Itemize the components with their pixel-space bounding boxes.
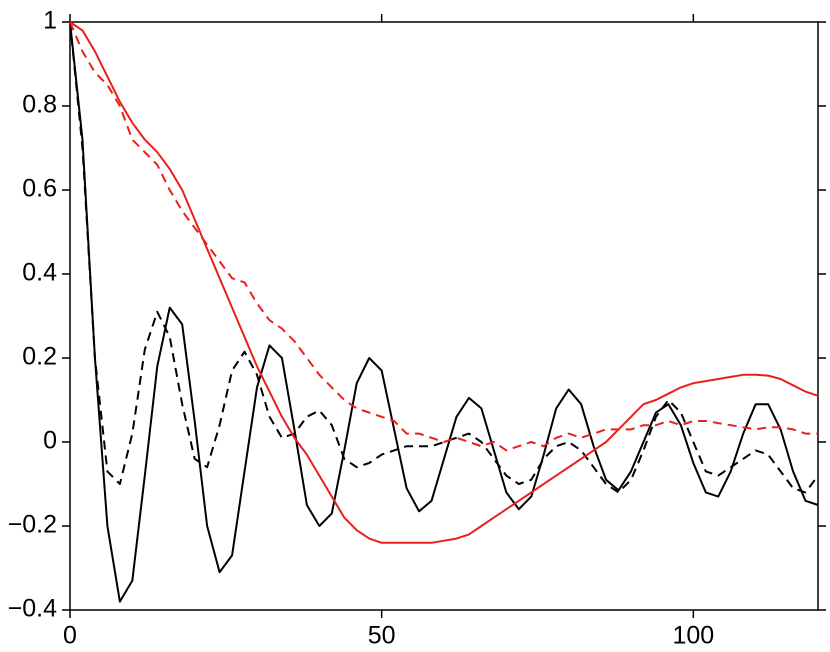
y-tick-label: 0.6 <box>22 175 57 203</box>
line-series <box>69 21 819 544</box>
y-tick-label: −0.4 <box>8 595 57 623</box>
x-tick-label: 50 <box>368 622 396 650</box>
x-tick-label: 0 <box>63 622 77 650</box>
line-series <box>69 21 819 603</box>
line-series <box>69 21 818 452</box>
y-tick-label: 0.4 <box>22 259 57 287</box>
plot-frame <box>69 21 819 611</box>
y-tick-label: 1 <box>43 7 57 35</box>
x-tick-label: 100 <box>672 622 714 650</box>
y-tick-label: −0.2 <box>8 511 57 539</box>
y-tick-label: 0.2 <box>22 343 57 371</box>
y-tick-label: 0 <box>43 427 57 455</box>
y-tick-label: 0.8 <box>22 91 57 119</box>
line-series <box>69 21 819 494</box>
